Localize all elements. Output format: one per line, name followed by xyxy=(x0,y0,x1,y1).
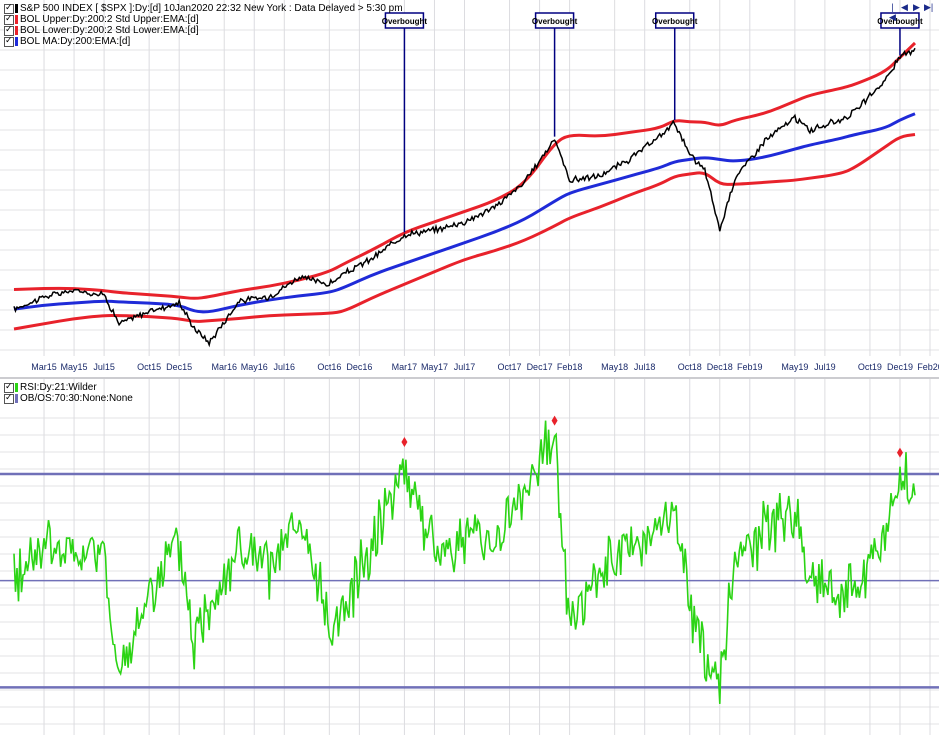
x-tick-label: May17 xyxy=(421,362,448,372)
callout-box xyxy=(654,12,695,29)
x-tick-label: Dec16 xyxy=(346,362,372,372)
x-tick-label: Oct18 xyxy=(678,362,702,372)
x-tick-label: Feb18 xyxy=(557,362,583,372)
price-swatch xyxy=(15,4,18,13)
bol-lower-swatch xyxy=(15,26,18,35)
x-tick-label: Oct17 xyxy=(498,362,522,372)
x-tick-label: Oct15 xyxy=(137,362,161,372)
chart-nav: |◀ ◀ ▶ ▶| xyxy=(888,2,933,23)
legend-title-row[interactable]: S&P 500 INDEX [ $SPX ]:Dy:[d] 10Jan2020 … xyxy=(4,2,403,14)
x-tick-label: Jul17 xyxy=(454,362,476,372)
x-tick-label: Jul16 xyxy=(274,362,296,372)
rsi-line xyxy=(13,420,916,704)
bol-ma-swatch xyxy=(15,37,18,46)
bol-upper-swatch xyxy=(15,15,18,24)
legend-label: RSI:Dy:21:Wilder xyxy=(20,382,97,393)
next-page-icon[interactable]: ▶ xyxy=(913,2,920,12)
legend-item-rsi[interactable]: RSI:Dy:21:Wilder xyxy=(4,381,133,393)
price-legend: S&P 500 INDEX [ $SPX ]:Dy:[d] 10Jan2020 … xyxy=(4,2,403,47)
first-page-icon[interactable]: |◀ xyxy=(889,2,896,22)
x-tick-label: Feb19 xyxy=(737,362,763,372)
legend-item-bol-upper[interactable]: BOL Upper:Dy:200:2 Std Upper:EMA:[d] xyxy=(4,13,403,25)
x-tick-label: Dec18 xyxy=(707,362,733,372)
price-line xyxy=(13,47,916,348)
prev-page-icon[interactable]: ◀ xyxy=(901,2,908,12)
x-tick-label: Dec19 xyxy=(887,362,913,372)
rsi-lines xyxy=(0,415,939,704)
x-tick-label: May19 xyxy=(781,362,808,372)
checkbox-icon[interactable] xyxy=(4,392,14,404)
callout-box xyxy=(880,12,920,29)
callout-label: Overbought xyxy=(382,17,428,26)
legend-label: BOL Upper:Dy:200:2 Std Upper:EMA:[d] xyxy=(20,14,199,25)
x-tick-label: Jul19 xyxy=(814,362,836,372)
legend-label: BOL Lower:Dy:200:2 Std Lower:EMA:[d] xyxy=(20,25,199,36)
x-axis: Mar15 May15 Jul15 Oct15 Dec15 Mar16 May16 Jul16… xyxy=(31,362,939,372)
overbought-marker xyxy=(896,447,903,458)
x-tick-label: Mar16 xyxy=(211,362,237,372)
x-tick-label: Mar17 xyxy=(392,362,418,372)
x-tick-label: Mar15 xyxy=(31,362,57,372)
rsi-legend: RSI:Dy:21:Wilder OB/OS:70:30:None:None xyxy=(4,381,133,404)
x-tick-label: Oct19 xyxy=(858,362,882,372)
x-tick-label: Feb20 xyxy=(917,362,939,372)
obos-swatch xyxy=(15,394,18,403)
x-tick-label: May16 xyxy=(241,362,268,372)
price-lines xyxy=(13,41,917,348)
checkbox-icon[interactable] xyxy=(4,35,14,47)
x-tick-label: Dec15 xyxy=(166,362,192,372)
bol-ma-line xyxy=(13,112,916,314)
overbought-marker xyxy=(551,415,558,426)
x-tick-label: Oct16 xyxy=(317,362,341,372)
overbought-callouts: Overbought Overbought Overbought Overbought xyxy=(382,12,923,233)
legend-item-bol-lower[interactable]: BOL Lower:Dy:200:2 Std Lower:EMA:[d] xyxy=(4,24,403,36)
callout-box xyxy=(384,12,425,29)
legend-item-bol-ma[interactable]: BOL MA:Dy:200:EMA:[d] xyxy=(4,35,403,47)
rsi-swatch xyxy=(15,383,18,392)
callout-label: Overbought xyxy=(532,17,578,26)
bol-upper-line xyxy=(13,41,917,300)
bol-lower-line xyxy=(13,133,916,331)
x-tick-label: Dec17 xyxy=(527,362,553,372)
x-tick-label: May18 xyxy=(601,362,628,372)
last-page-icon[interactable]: ▶| xyxy=(924,2,934,12)
legend-item-obos[interactable]: OB/OS:70:30:None:None xyxy=(4,392,133,404)
callout-box xyxy=(534,12,575,29)
overbought-marker xyxy=(401,437,408,447)
legend-label: OB/OS:70:30:None:None xyxy=(20,393,133,404)
x-tick-label: Jul15 xyxy=(93,362,115,372)
legend-label: BOL MA:Dy:200:EMA:[d] xyxy=(20,36,131,47)
callout-label: Overbought xyxy=(652,17,698,26)
x-tick-label: May15 xyxy=(61,362,88,372)
chart-title: S&P 500 INDEX [ $SPX ]:Dy:[d] 10Jan2020 … xyxy=(20,3,403,14)
x-tick-label: Jul18 xyxy=(634,362,656,372)
callout-label: Overbought xyxy=(877,17,923,26)
